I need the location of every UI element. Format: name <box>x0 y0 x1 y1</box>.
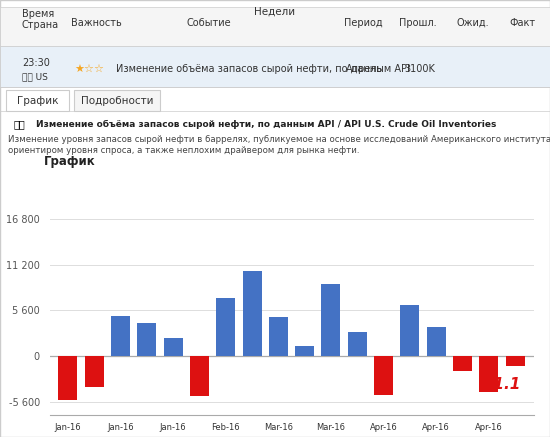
Text: Изменение объёма запасов сырой нефти, по данным API: Изменение объёма запасов сырой нефти, по… <box>116 64 409 73</box>
Bar <box>479 356 498 392</box>
Bar <box>190 356 209 395</box>
Bar <box>243 271 261 356</box>
Text: Важность: Важность <box>72 18 122 28</box>
Text: Прошл.: Прошл. <box>399 18 437 28</box>
Text: Недели: Недели <box>255 7 295 17</box>
Text: Apr-16: Apr-16 <box>370 423 398 432</box>
Bar <box>322 284 340 356</box>
Text: -1.1: -1.1 <box>488 377 521 392</box>
Text: Jan-16: Jan-16 <box>107 423 134 432</box>
Bar <box>453 356 472 371</box>
Text: Jan-16: Jan-16 <box>160 423 186 432</box>
Bar <box>85 356 104 386</box>
Text: Факт: Факт <box>509 18 536 28</box>
Bar <box>216 298 235 356</box>
Text: Время
Страна: Время Страна <box>22 9 59 31</box>
Bar <box>400 305 419 356</box>
Text: Изменение уровня запасов сырой нефти в баррелях, публикуемое на основе исследова: Изменение уровня запасов сырой нефти в б… <box>8 135 550 155</box>
Bar <box>164 338 183 356</box>
Text: Апрель: Апрель <box>346 64 383 73</box>
Bar <box>427 327 446 356</box>
Bar <box>505 356 525 366</box>
Text: Feb-16: Feb-16 <box>211 423 240 432</box>
Text: Apr-16: Apr-16 <box>475 423 503 432</box>
Text: ★☆☆: ★☆☆ <box>74 64 104 73</box>
Text: Mar-16: Mar-16 <box>264 423 293 432</box>
Bar <box>138 323 156 356</box>
Text: График: График <box>16 96 58 105</box>
Bar <box>58 356 78 399</box>
Text: 3100K: 3100K <box>404 64 435 73</box>
Text: График: График <box>44 155 96 168</box>
Bar <box>295 346 314 356</box>
Text: Подробности: Подробности <box>81 96 153 105</box>
Text: 23:30: 23:30 <box>22 59 50 68</box>
Text: Mar-16: Mar-16 <box>316 423 345 432</box>
Text: Apr-16: Apr-16 <box>422 423 450 432</box>
Text: Событие: Событие <box>186 18 232 28</box>
Text: Jan-16: Jan-16 <box>54 423 81 432</box>
Text: Изменение объёма запасов сырой нефти, по данным API / API U.S. Crude Oil Invento: Изменение объёма запасов сырой нефти, по… <box>36 120 496 129</box>
Bar <box>348 333 367 356</box>
Text: Ожид.: Ожид. <box>456 18 490 28</box>
Bar <box>269 317 288 356</box>
Bar <box>374 356 393 395</box>
Text: 🇺🇸 US: 🇺🇸 US <box>22 72 48 81</box>
Text: Период: Период <box>344 18 382 28</box>
Bar <box>111 316 130 356</box>
Text: 🇺🇸: 🇺🇸 <box>14 120 25 129</box>
